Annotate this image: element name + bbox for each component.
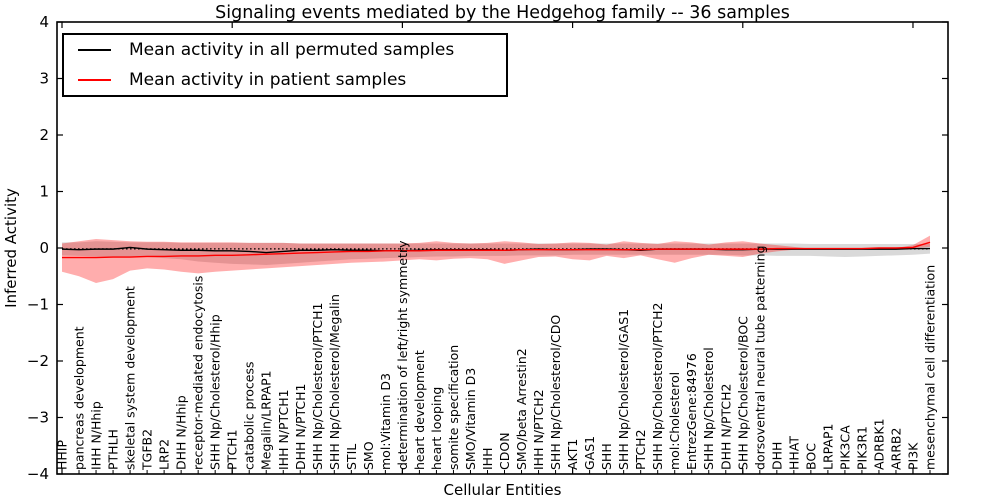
x-tick-label: HHIP — [55, 440, 70, 470]
x-tick-label: LRPAP1 — [820, 424, 835, 470]
x-axis-label: Cellular Entities — [443, 481, 562, 499]
x-tick-label: PIK3R1 — [854, 426, 869, 470]
y-axis-label: Inferred Activity — [2, 188, 20, 308]
legend-entry-permuted: Mean activity in all permuted samples — [64, 36, 506, 64]
x-tick-label: SHH Np/Cholesterol — [701, 347, 716, 470]
x-tick-label: STIL — [344, 444, 359, 470]
x-tick-label: PI3K — [905, 442, 920, 470]
x-tick-label: ADRBK1 — [871, 418, 886, 470]
x-tick-label: ARRB2 — [888, 428, 903, 470]
x-tick-label: TGFB2 — [140, 429, 155, 471]
x-tick-label: DHH — [769, 442, 784, 470]
y-tick-label: −3 — [27, 409, 49, 427]
permuted-line-sample — [78, 49, 111, 52]
y-tick-label: −1 — [27, 296, 49, 314]
x-tick-label: receptor-mediated endocytosis — [191, 276, 206, 470]
x-tick-label: GAS1 — [582, 436, 597, 470]
x-tick-label: IHH N/PTCH1 — [276, 389, 291, 470]
legend-entry-patient: Mean activity in patient samples — [64, 66, 506, 94]
y-tick-label: −4 — [27, 465, 49, 483]
x-tick-label: PTCH2 — [633, 429, 648, 470]
x-tick-label: IHH — [480, 448, 495, 471]
x-tick-label: SHH Np/Cholesterol/CDO — [548, 315, 563, 470]
x-tick-label: mesenchymal cell differentiation — [923, 265, 938, 470]
x-tick-label: SHH Np/Cholesterol/GAS1 — [616, 309, 631, 470]
y-tick-label: 2 — [39, 126, 49, 144]
x-tick-label: SMO — [361, 441, 376, 470]
legend-box: Mean activity in all permuted samples Me… — [62, 33, 508, 97]
x-tick-label: heart development — [412, 350, 427, 470]
x-tick-label: heart looping — [429, 387, 444, 470]
patient-line-sample — [78, 78, 111, 81]
x-tick-label: DHH N/PTCH1 — [293, 384, 308, 470]
x-tick-label: SHH Np/Cholesterol/PTCH2 — [650, 303, 665, 471]
x-tick-label: IHH N/Hhip — [89, 401, 104, 470]
x-tick-label: Megalin/LRPAP1 — [259, 370, 274, 470]
x-tick-label: pancreas development — [72, 326, 87, 470]
x-tick-label: SHH Np/Cholesterol/PTCH1 — [310, 303, 325, 471]
y-tick-label: 3 — [39, 70, 49, 88]
x-tick-label: mol:Vitamin D3 — [378, 373, 393, 470]
y-tick-label: 0 — [39, 239, 49, 257]
x-tick-label: PIK3CA — [837, 425, 852, 470]
x-tick-label: somite specification — [446, 345, 461, 470]
x-tick-label: dorsoventral neural tube patterning — [752, 246, 767, 471]
x-tick-label: PTCH1 — [225, 429, 240, 470]
x-tick-label: SMO/Vitamin D3 — [463, 368, 478, 470]
x-tick-label: catabolic process — [242, 361, 257, 470]
patient-std-band — [62, 235, 930, 284]
permuted-std-band — [62, 241, 930, 265]
chart-title: Signaling events mediated by the Hedgeho… — [215, 3, 790, 23]
y-tick-label: −2 — [27, 352, 49, 370]
x-tick-label: PTHLH — [106, 429, 121, 470]
x-tick-label: SHH — [599, 443, 614, 470]
x-tick-label: SHH Np/Cholesterol/BOC — [735, 316, 750, 470]
x-tick-label: HHAT — [786, 436, 801, 470]
x-tick-label: BOC — [803, 443, 818, 470]
y-tick-label: 4 — [39, 13, 49, 31]
legend-label-patient: Mean activity in patient samples — [129, 69, 407, 90]
x-tick-label: mol:Cholesterol — [667, 372, 682, 470]
x-tick-label: SHH Np/Cholesterol/Megalin — [327, 294, 342, 470]
legend-label-permuted: Mean activity in all permuted samples — [129, 40, 455, 61]
x-tick-label: AKT1 — [565, 439, 580, 470]
x-tick-label: CDON — [497, 432, 512, 470]
mean-activity-in-patient-samples-line — [62, 241, 931, 259]
x-tick-label: skeletal system development — [123, 286, 138, 470]
x-tick-label: EntrezGene:84976 — [684, 353, 699, 470]
x-tick-label: DHH N/PTCH2 — [718, 384, 733, 470]
x-tick-label: LRP2 — [157, 439, 172, 470]
x-tick-label: SHH Np/Cholesterol/Hhip — [208, 314, 223, 470]
x-tick-label: DHH N/Hhip — [174, 395, 189, 470]
axes-frame — [56, 21, 949, 475]
x-tick-label: SMO/beta Arrestin2 — [514, 348, 529, 470]
y-tick-label: 1 — [39, 183, 49, 201]
x-tick-label: IHH N/PTCH2 — [531, 389, 546, 470]
x-tick-label: determination of left/right symmetry — [395, 240, 410, 470]
